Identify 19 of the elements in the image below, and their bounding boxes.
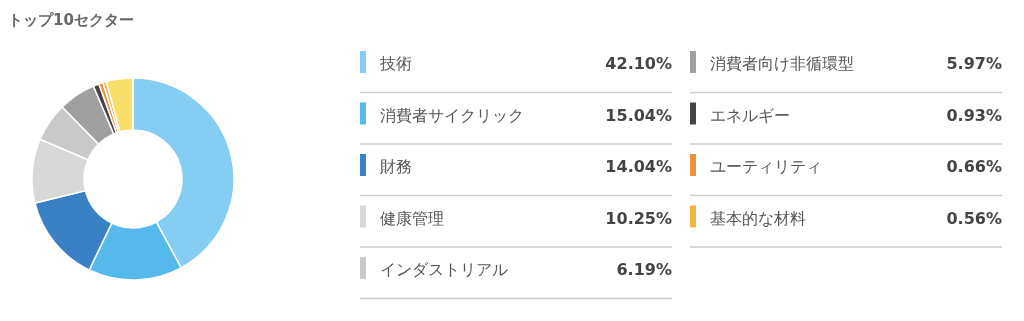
data-label: 0.66% [946,157,1002,176]
legend-label: 技術 [379,54,412,73]
data-label: 6.19% [616,260,672,279]
data-label: 0.56% [946,208,1002,228]
legend-label: エネルギー [710,105,790,125]
legend-label: 財務 [380,157,412,176]
data-label: 15.04% [605,105,672,125]
legend-label: インダストリアル [380,260,508,279]
legend-label: 基本的な材料 [710,208,806,228]
legend-label: 消費者サイクリック [380,105,524,125]
data-label: 0.93% [946,105,1002,125]
chart-title: トップ10セクター [8,11,134,29]
data-label: 42.10% [605,54,672,73]
data-label: 14.04% [605,157,672,176]
legend-label: 消費者向け非循環型 [710,54,854,73]
data-label: 5.97% [946,54,1002,73]
legend-label: 健康管理 [380,208,444,228]
legend-label: ユーティリティ [710,157,822,176]
data-label: 10.25% [605,208,672,228]
